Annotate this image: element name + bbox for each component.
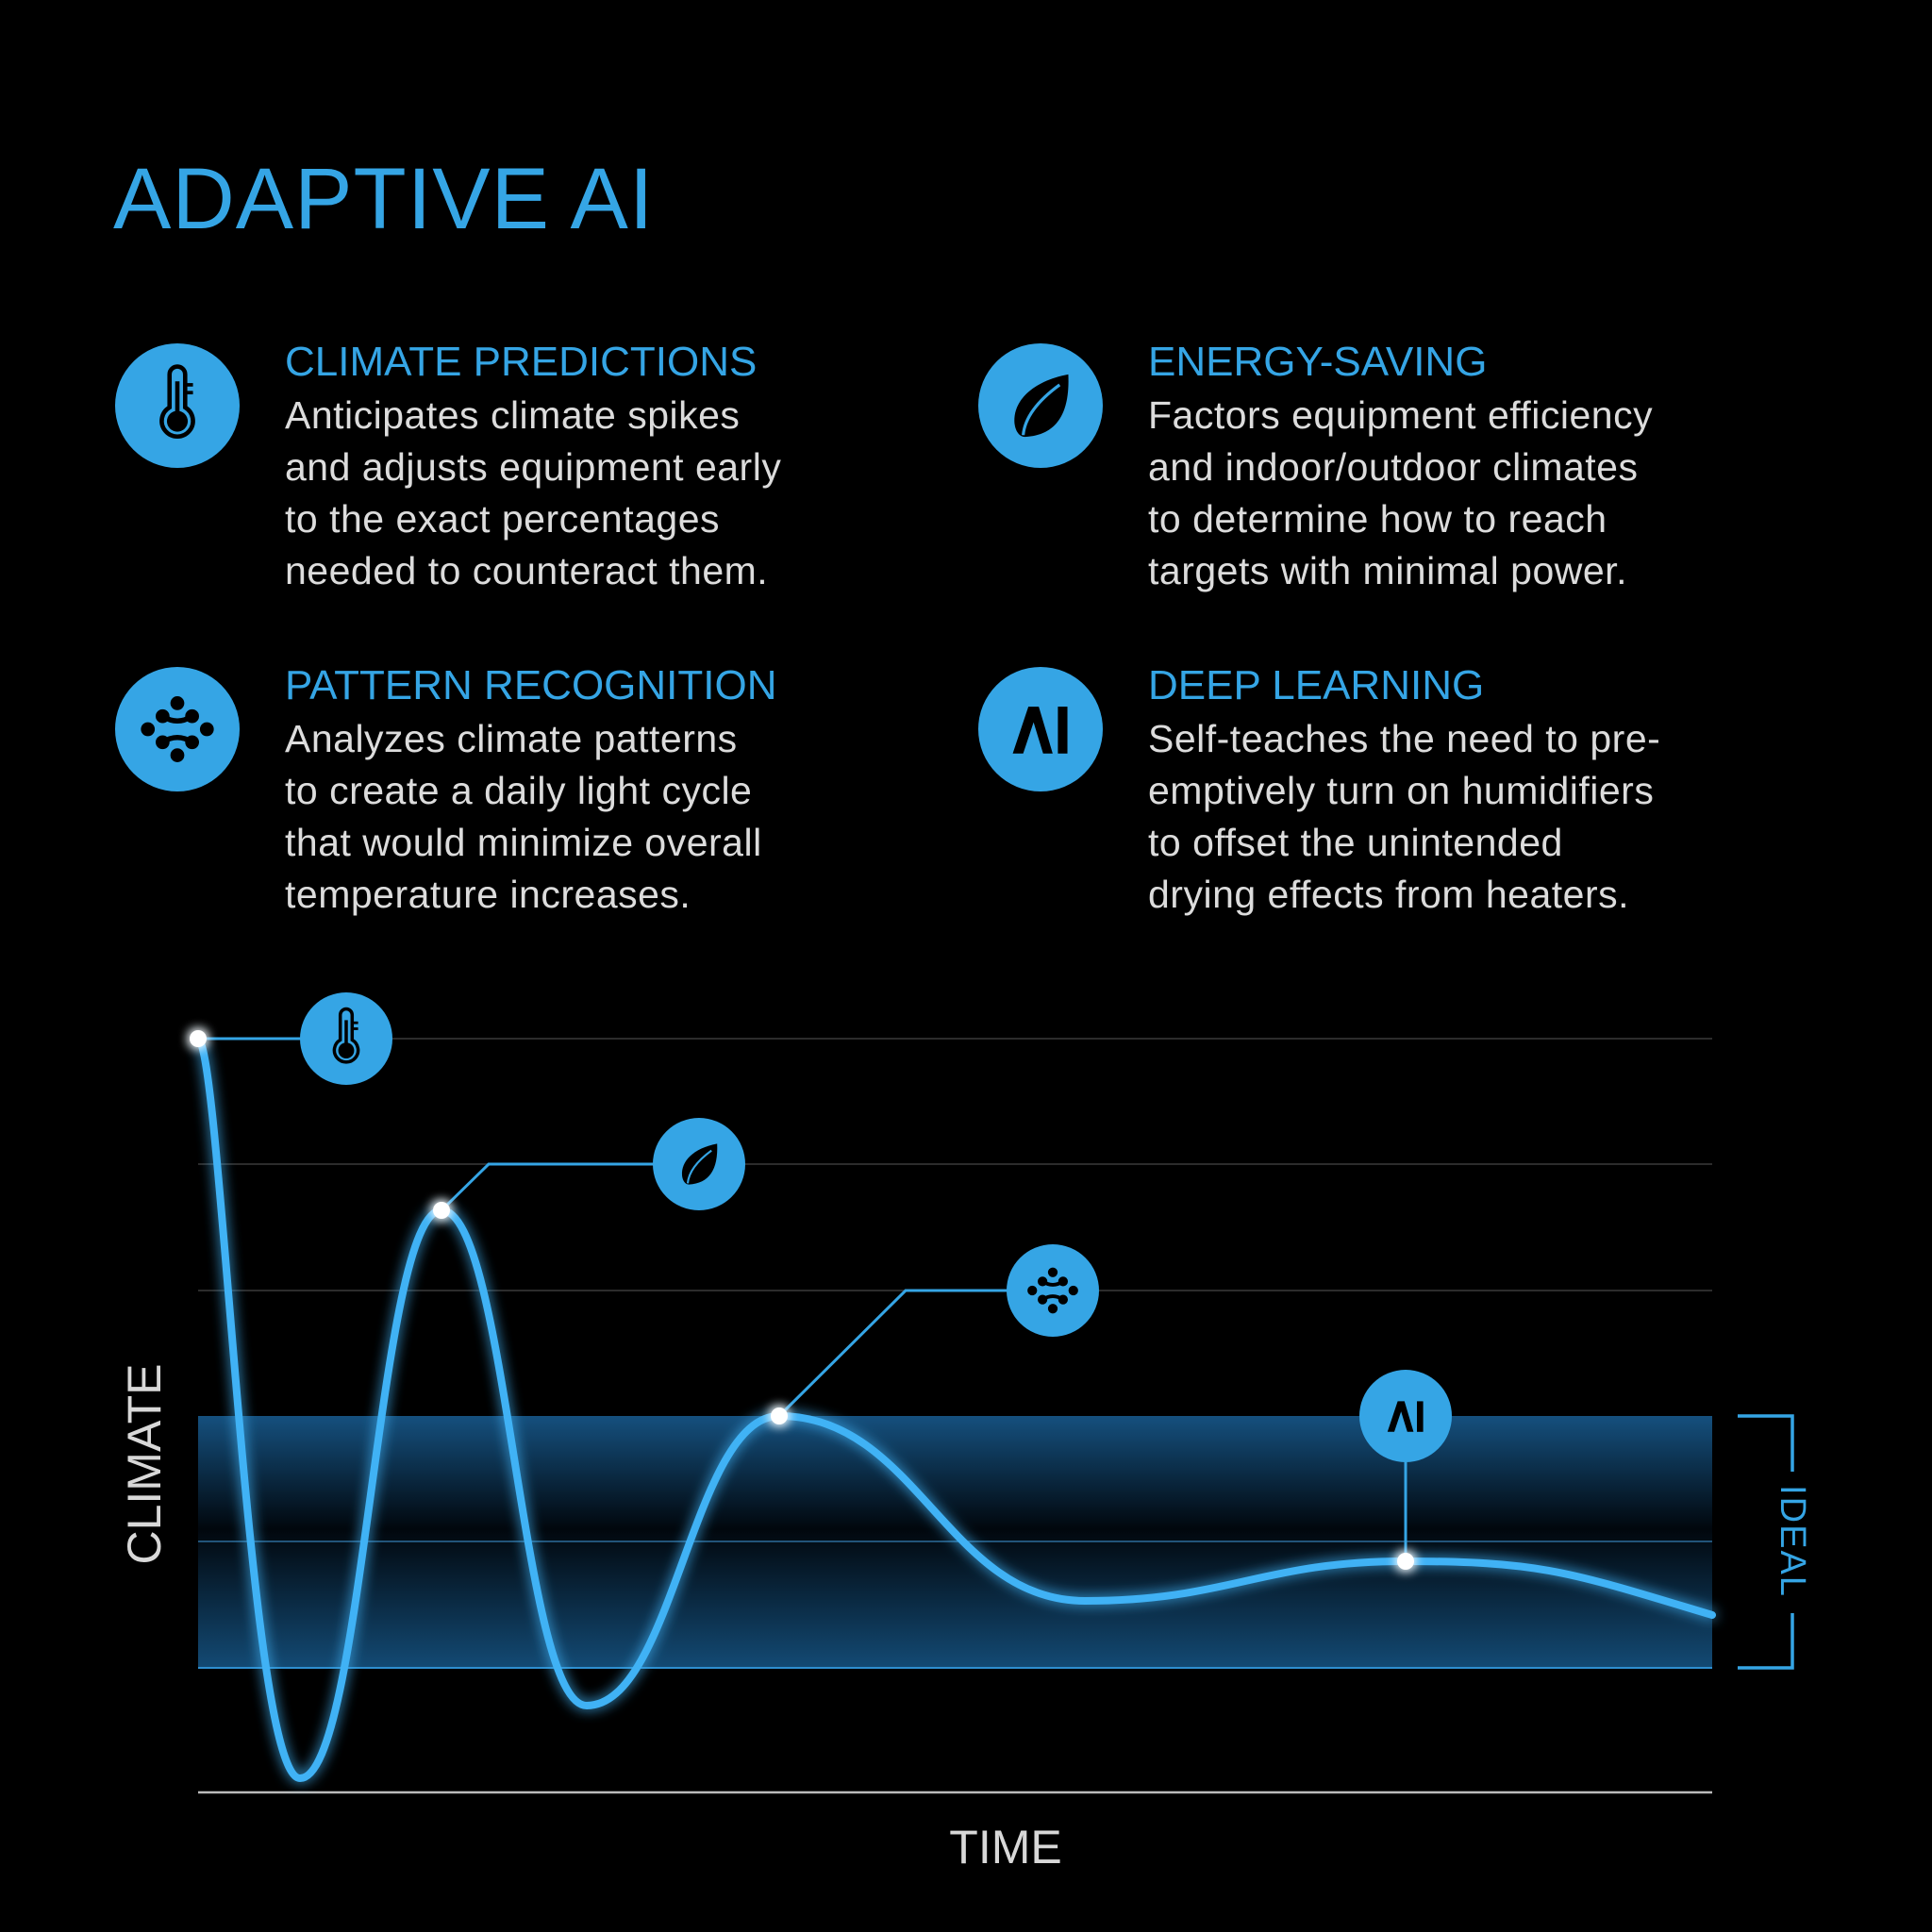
- feature-description-line: to determine how to reach: [1148, 497, 1607, 541]
- chart-marker-leaf: [653, 1118, 745, 1210]
- chart-marker-thermometer: [300, 992, 392, 1085]
- feature-list: CLIMATE PREDICTIONS Anticipates climate s…: [115, 339, 1660, 916]
- feature-heading: DEEP LEARNING: [1148, 662, 1484, 708]
- connector-line: [777, 1289, 1019, 1418]
- feature-heading: CLIMATE PREDICTIONS: [285, 339, 757, 385]
- curve-point: [771, 1407, 788, 1424]
- feature-deep-learning: DEEP LEARNING Self-teaches the need to pr…: [978, 662, 1660, 916]
- x-axis-label: TIME: [949, 1821, 1061, 1874]
- feature-heading: ENERGY-SAVING: [1148, 339, 1487, 385]
- marker-connectors: [198, 1037, 1407, 1561]
- feature-description-line: emptively turn on humidifiers: [1148, 769, 1654, 812]
- feature-description-line: and indoor/outdoor climates: [1148, 445, 1638, 489]
- feature-description-line: targets with minimal power.: [1148, 549, 1627, 592]
- feature-description-line: Factors equipment efficiency: [1148, 393, 1653, 437]
- feature-heading: PATTERN RECOGNITION: [285, 662, 777, 708]
- y-axis-label: CLIMATE: [118, 1364, 171, 1565]
- feature-pattern-recognition: PATTERN RECOGNITION Analyzes climate patt…: [115, 662, 777, 916]
- feature-energy-saving: ENERGY-SAVING Factors equipment efficienc…: [978, 339, 1653, 592]
- feature-description-line: Self-teaches the need to pre-: [1148, 717, 1660, 760]
- curve-points: [190, 1030, 1414, 1570]
- feature-description-line: Analyzes climate patterns: [285, 717, 738, 760]
- chart-marker-ai: [1359, 1370, 1452, 1462]
- feature-description-line: to create a daily light cycle: [285, 769, 752, 812]
- curve-point: [190, 1030, 207, 1047]
- curve-point: [1397, 1553, 1414, 1570]
- curve-point: [433, 1202, 450, 1219]
- feature-description-line: needed to counteract them.: [285, 549, 768, 592]
- feature-description-line: and adjusts equipment early: [285, 445, 781, 489]
- feature-description-line: to offset the unintended: [1148, 821, 1563, 864]
- ideal-label: IDEAL: [1773, 1485, 1812, 1598]
- ideal-bracket: [1738, 1414, 1794, 1670]
- climate-curve: [194, 1035, 1716, 1783]
- connector-line: [440, 1162, 660, 1212]
- feature-description-line: temperature increases.: [285, 873, 691, 916]
- feature-description-line: that would minimize overall: [285, 821, 762, 864]
- chart-marker-pattern: [1007, 1244, 1099, 1337]
- feature-description-line: to the exact percentages: [285, 497, 720, 541]
- feature-climate-predictions: CLIMATE PREDICTIONS Anticipates climate s…: [115, 339, 781, 592]
- feature-icon-circle: [115, 667, 240, 791]
- feature-description-line: Anticipates climate spikes: [285, 393, 740, 437]
- page-title: ADAPTIVE AI: [113, 151, 654, 247]
- feature-description-line: drying effects from heaters.: [1148, 873, 1629, 916]
- chart: CLIMATE TIME IDEAL: [118, 992, 1812, 1874]
